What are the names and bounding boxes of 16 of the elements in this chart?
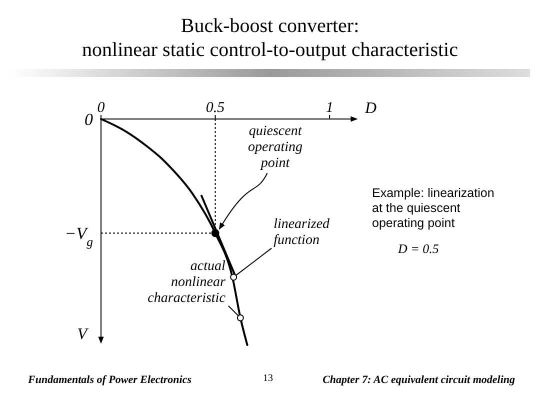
x-tick-label: 0 bbox=[97, 100, 106, 116]
annotation: quiescent operating point bbox=[248, 124, 303, 172]
x-axis-title: D bbox=[364, 100, 377, 117]
x-tick-label: 1 bbox=[326, 100, 334, 116]
text: 13 bbox=[263, 373, 273, 384]
ref-line-label: −V$_{g}$ bbox=[64, 224, 93, 250]
text: Chapter 7: AC equivalent circuit modeling bbox=[322, 374, 516, 386]
annotation: linearized function bbox=[274, 217, 331, 248]
text: D = 0.5 bbox=[397, 241, 440, 256]
y-axis-title: V bbox=[77, 326, 90, 343]
text: Example: linearization at the quiescent operating point bbox=[372, 186, 494, 230]
x-tick-label: 0.5 bbox=[206, 100, 226, 116]
text: Fundamentals of Power Electronics bbox=[27, 374, 192, 386]
annotation: actual nonlinear characteristic bbox=[148, 258, 226, 306]
chart-subtitle: nonlinear static control-to-output characteristic bbox=[82, 39, 458, 61]
chart-title: Buck-boost converter: bbox=[180, 15, 360, 37]
